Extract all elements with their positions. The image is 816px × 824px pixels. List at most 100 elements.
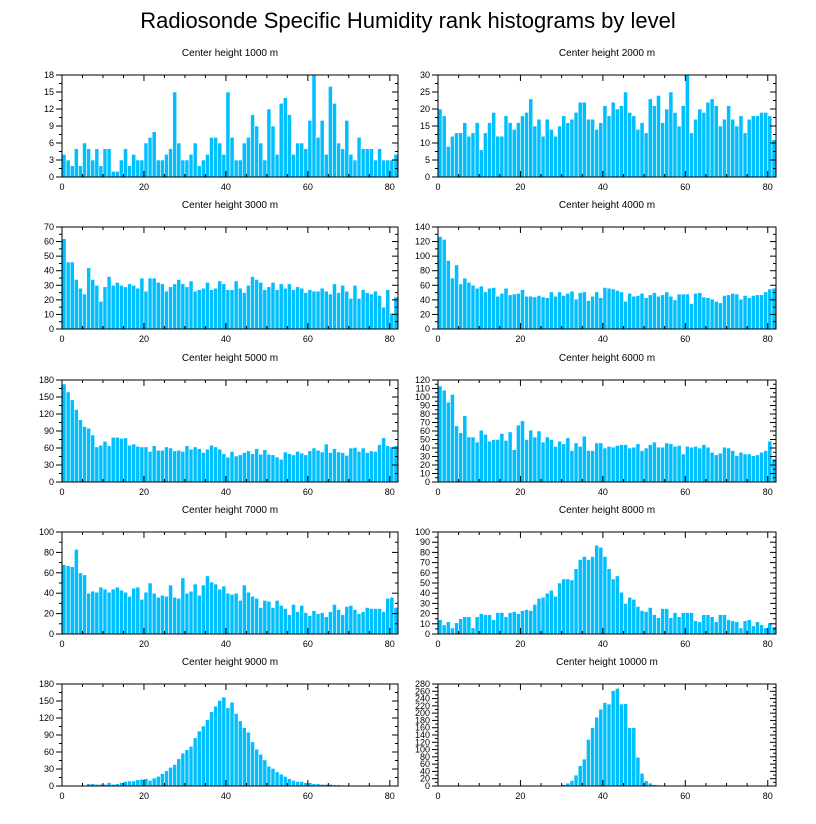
- bar: [119, 438, 124, 483]
- bar: [201, 287, 206, 330]
- bar: [86, 148, 91, 178]
- bar: [693, 292, 698, 330]
- bar: [672, 299, 678, 330]
- bar: [123, 781, 128, 787]
- x-tick-label: 60: [680, 182, 690, 192]
- bar: [689, 446, 694, 483]
- x-tick-label: 20: [515, 791, 525, 801]
- bar: [373, 159, 378, 178]
- bar: [98, 301, 104, 330]
- bar: [377, 148, 382, 178]
- bar: [168, 286, 173, 330]
- bar: [266, 765, 272, 787]
- bar: [577, 445, 583, 483]
- bar: [295, 286, 300, 330]
- bar: [102, 588, 108, 635]
- bar: [160, 449, 165, 483]
- bar: [205, 154, 210, 178]
- bar: [188, 590, 194, 635]
- bar: [258, 607, 264, 635]
- bar: [643, 447, 649, 483]
- bar: [507, 431, 513, 483]
- bar: [726, 294, 731, 330]
- bar: [147, 277, 153, 330]
- x-tick-label: 40: [221, 487, 231, 497]
- bar: [254, 748, 259, 787]
- bar: [462, 616, 468, 635]
- bar: [119, 782, 124, 787]
- bar: [536, 118, 542, 178]
- bar: [364, 607, 370, 635]
- bar: [209, 711, 214, 787]
- bar: [299, 605, 305, 635]
- bar: [381, 159, 387, 178]
- bar: [458, 432, 464, 483]
- bar: [536, 295, 542, 330]
- y-tick-label: 240: [415, 694, 430, 704]
- bar: [450, 627, 455, 635]
- bar: [693, 620, 698, 635]
- y-tick-label: 120: [415, 237, 430, 247]
- bar: [462, 277, 468, 330]
- bar: [742, 132, 748, 178]
- bar: [328, 293, 333, 330]
- bar: [487, 287, 492, 330]
- bar: [660, 294, 666, 330]
- bar: [352, 284, 358, 330]
- bar: [282, 287, 288, 330]
- bar: [614, 108, 620, 178]
- bar: [713, 105, 719, 178]
- bar: [356, 137, 362, 178]
- bar: [503, 115, 509, 178]
- bar: [528, 429, 534, 483]
- bar: [201, 584, 206, 635]
- bar: [221, 154, 227, 178]
- bar: [685, 612, 690, 635]
- bar: [225, 289, 231, 330]
- bar: [229, 701, 235, 787]
- y-tick-label: 180: [39, 375, 54, 385]
- bar: [127, 595, 132, 635]
- bar: [139, 446, 145, 483]
- bar: [110, 284, 116, 330]
- panel-title: Center height 9000 m: [182, 657, 278, 668]
- bar: [643, 297, 649, 330]
- bar: [635, 606, 641, 635]
- x-tick-label: 0: [59, 487, 64, 497]
- bar: [676, 125, 682, 178]
- y-tick-label: 50: [420, 435, 430, 445]
- bar: [69, 566, 75, 635]
- bar: [356, 298, 362, 330]
- bar: [139, 277, 145, 330]
- bar: [458, 618, 464, 635]
- y-tick-label: 70: [420, 418, 430, 428]
- bar: [734, 455, 740, 483]
- bar: [619, 291, 624, 330]
- y-tick-label: 0: [425, 477, 430, 487]
- bar: [131, 587, 137, 635]
- bar: [656, 95, 661, 178]
- bar: [499, 135, 505, 178]
- bar: [610, 690, 616, 787]
- bar: [495, 295, 501, 330]
- bar: [767, 288, 773, 330]
- bar: [647, 607, 653, 635]
- bar: [614, 688, 620, 787]
- panel-title: Center height 5000 m: [182, 353, 278, 364]
- bar: [209, 444, 214, 483]
- bar: [610, 101, 616, 178]
- y-tick-label: 150: [39, 392, 54, 402]
- bar: [557, 582, 562, 635]
- y-tick-label: 100: [415, 392, 430, 402]
- bar: [213, 705, 219, 787]
- bar: [241, 452, 247, 483]
- bar: [98, 165, 104, 178]
- bar: [569, 290, 575, 330]
- bar: [287, 283, 292, 330]
- bar: [172, 91, 178, 178]
- bar: [377, 295, 382, 330]
- bar: [311, 447, 317, 483]
- bar: [377, 444, 382, 483]
- bar: [454, 132, 459, 178]
- bar: [114, 282, 120, 330]
